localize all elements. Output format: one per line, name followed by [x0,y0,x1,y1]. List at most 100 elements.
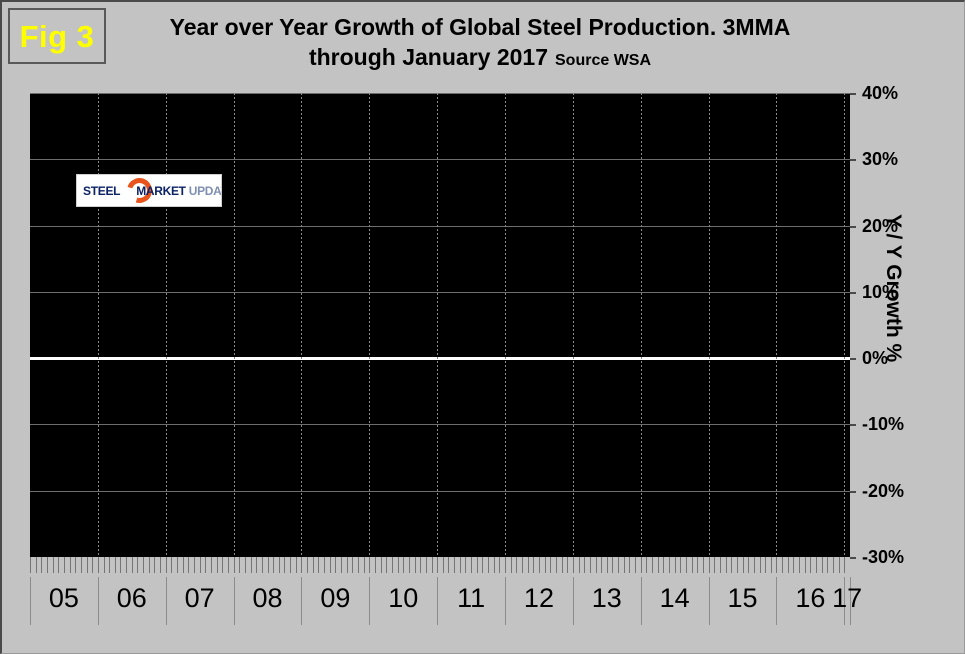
x-axis-year-separator [30,577,31,625]
x-axis-month-tick [833,557,834,573]
gridline-horizontal [30,225,850,227]
figure-badge: Fig 3 [8,8,106,64]
x-axis-month-tick [318,557,319,573]
x-axis-month-tick [81,557,82,573]
zero-line [30,357,850,361]
x-axis-year-label: 17 [832,583,863,613]
gridline-horizontal [30,291,850,293]
chart-title-block: Year over Year Growth of Global Steel Pr… [120,12,840,76]
x-axis-month-tick [313,557,314,573]
x-axis-month-tick [177,557,178,573]
x-axis-month-tick [776,557,777,573]
gridline-vertical [505,93,506,557]
x-axis-month-tick [126,557,127,573]
y-axis-tick [850,557,856,559]
x-axis-month-tick [652,557,653,573]
x-axis-month-tick [505,557,506,573]
x-axis-year-separator [301,577,302,625]
logo-word-update: UPDATE [188,184,221,198]
y-axis-labels: 40% 30% 20% 10% 0% -10% -20% -30% [850,84,916,566]
x-axis-month-tick [799,557,800,573]
x-axis-month-tick [205,557,206,573]
x-axis-month-tick [120,557,121,573]
x-axis-year-label: 06 [116,583,147,613]
x-axis-year-label: 15 [727,583,758,613]
x-axis-month-tick [386,557,387,573]
y-axis-tick [850,424,856,427]
gridline-vertical [641,93,642,557]
x-axis-month-tick [98,557,99,573]
gridline-horizontal [30,93,850,94]
x-axis-month-tick [516,557,517,573]
x-axis-month-tick [188,557,189,573]
x-axis-month-tick [217,557,218,573]
x-axis-month-tick [296,557,297,573]
x-axis-month-tick [426,557,427,573]
x-axis-month-tick [567,557,568,573]
x-axis-month-tick [782,557,783,573]
plot-area [30,93,850,558]
bar-series [30,93,850,557]
x-axis-month-tick [307,557,308,573]
gridline-vertical [369,93,370,557]
x-axis-month-tick [369,557,370,573]
x-axis-month-tick [635,557,636,573]
x-axis-month-tick [793,557,794,573]
x-axis-month-tick [154,557,155,573]
y-axis-label: 20% [862,215,899,236]
x-axis-month-tick [132,557,133,573]
x-axis-month-tick [624,557,625,573]
x-axis-month-tick [335,557,336,573]
x-axis-year-label: 11 [457,583,486,613]
x-axis-month-tick [579,557,580,573]
gridline-vertical [573,93,574,557]
x-axis-month-tick [87,557,88,573]
x-axis-month-tick [590,557,591,573]
x-axis-month-tick [550,557,551,573]
x-axis-month-tick [680,557,681,573]
x-axis-month-tick [149,557,150,573]
x-axis-month-tick [364,557,365,573]
x-axis-month-tick [183,557,184,573]
gridline-vertical [776,93,777,557]
x-axis-month-tick [539,557,540,573]
x-axis-year-separator [709,577,710,625]
x-axis-month-tick [748,557,749,573]
y-axis-title: Y / Y Growth % [882,214,905,363]
x-axis-year-label: 10 [388,583,419,613]
x-axis-month-tick [494,557,495,573]
x-axis-month-tick [70,557,71,573]
x-axis-month-tick [533,557,534,573]
x-axis-month-tick [765,557,766,573]
x-axis-month-tick [347,557,348,573]
x-axis-month-tick [737,557,738,573]
x-axis-month-tick [731,557,732,573]
x-axis-month-tick [545,557,546,573]
x-axis-month-tick [573,557,574,573]
x-axis-month-tick [392,557,393,573]
logo-word-steel: STEEL [83,184,121,198]
x-axis-month-tick [743,557,744,573]
x-axis-month-tick [273,557,274,573]
x-axis-month-tick [827,557,828,573]
x-axis-month-tick [714,557,715,573]
y-axis-label: 10% [862,281,899,302]
x-axis-month-tick [211,557,212,573]
x-axis-month-tick [432,557,433,573]
x-axis-month-tick [618,557,619,573]
x-axis-month-tick [663,557,664,573]
x-axis-month-tick [528,557,529,573]
x-axis-month-tick [324,557,325,573]
x-axis-year-separator [573,577,574,625]
x-axis-month-tick [607,557,608,573]
y-axis-label: 40% [862,83,899,103]
x-axis-month-tick [92,557,93,573]
x-axis-month-tick [443,557,444,573]
x-axis-year-label: 08 [252,583,283,613]
x-axis-month-tick [556,557,557,573]
gridline-vertical [437,93,438,557]
gridline-horizontal [30,490,850,492]
x-axis-year-separator [234,577,235,625]
x-axis-month-tick [58,557,59,573]
